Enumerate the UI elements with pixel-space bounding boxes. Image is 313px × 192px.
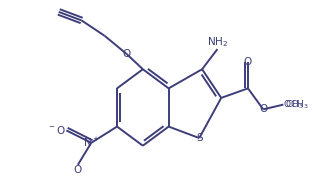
Text: N$^+$: N$^+$ <box>83 136 100 149</box>
Text: O: O <box>259 104 267 114</box>
Text: O: O <box>74 165 82 175</box>
Text: CH$_3$: CH$_3$ <box>285 98 304 111</box>
Text: O: O <box>244 57 252 67</box>
Text: S: S <box>196 133 203 143</box>
Text: $^-$O: $^-$O <box>48 124 66 136</box>
Text: OCH$_3$: OCH$_3$ <box>283 98 309 111</box>
Text: O: O <box>122 49 131 59</box>
Text: NH$_2$: NH$_2$ <box>207 35 228 49</box>
